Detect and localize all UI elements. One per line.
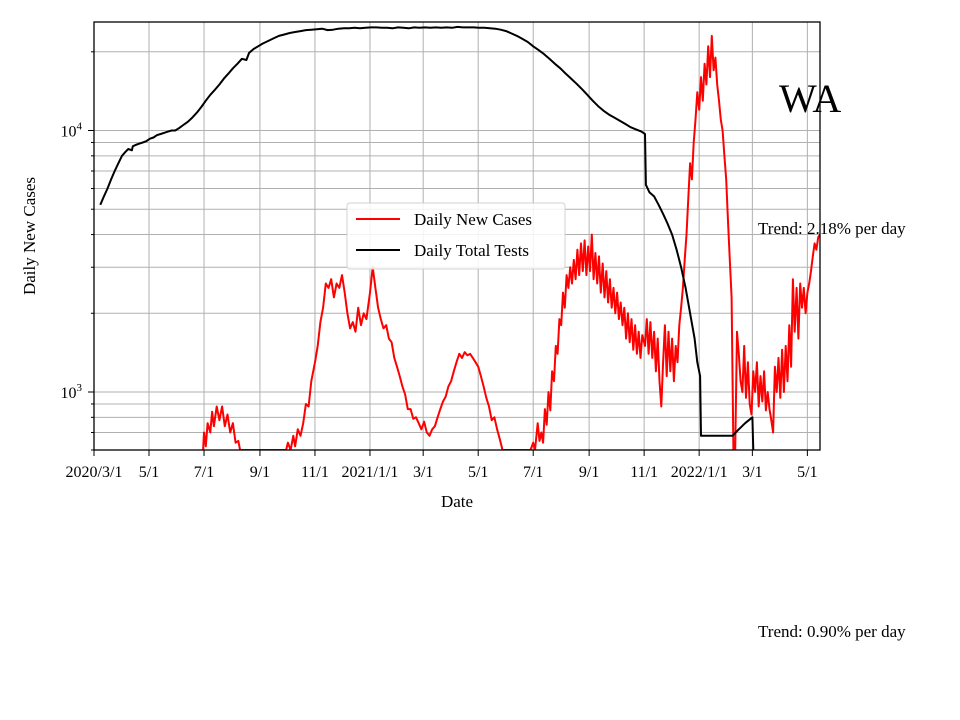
x-tick-label: 2021/1/1 [342,464,399,481]
series-line-daily-new-cases [202,34,820,450]
x-tick-label: 9/1 [250,464,270,481]
trend-text-cases: Trend: 2.18% per day [758,219,906,238]
trend-text-tests: Trend: 0.90% per day [758,622,906,641]
state-label: WA [779,76,841,121]
y-tick-label: 103 [61,382,83,402]
y-axis-label: Daily New Cases [20,177,39,295]
x-tick-label: 2020/3/1 [66,464,123,481]
x-tick-label: 7/1 [523,464,543,481]
legend: Daily New Cases Daily Total Tests [346,202,566,270]
legend-label-tests: Daily Total Tests [414,241,529,260]
plot-frame [93,21,821,451]
x-tick-label: 11/1 [301,464,329,481]
x-tick-label: 9/1 [579,464,599,481]
series-line-daily-total-tests [99,25,755,450]
x-tick-label: 11/1 [630,464,658,481]
legend-box [346,202,566,270]
x-tick-label: 5/1 [468,464,488,481]
x-tick-label: 5/1 [139,464,159,481]
x-tick-label: 2022/1/1 [671,464,728,481]
legend-label-cases: Daily New Cases [414,210,532,229]
x-axis-ticks: 2020/3/1 5/1 7/1 9/1 11/1 2021/1/1 3/1 5/1 7/1 9/… [66,450,818,481]
x-tick-label: 3/1 [413,464,433,481]
x-tick-label: 3/1 [742,464,762,481]
x-tick-label: 7/1 [194,464,214,481]
y-axis-ticks: 103 104 [61,51,94,451]
x-tick-label: 5/1 [797,464,817,481]
y-tick-label: 104 [61,121,83,141]
x-axis-label: Date [441,492,473,511]
series-lines [99,25,820,450]
